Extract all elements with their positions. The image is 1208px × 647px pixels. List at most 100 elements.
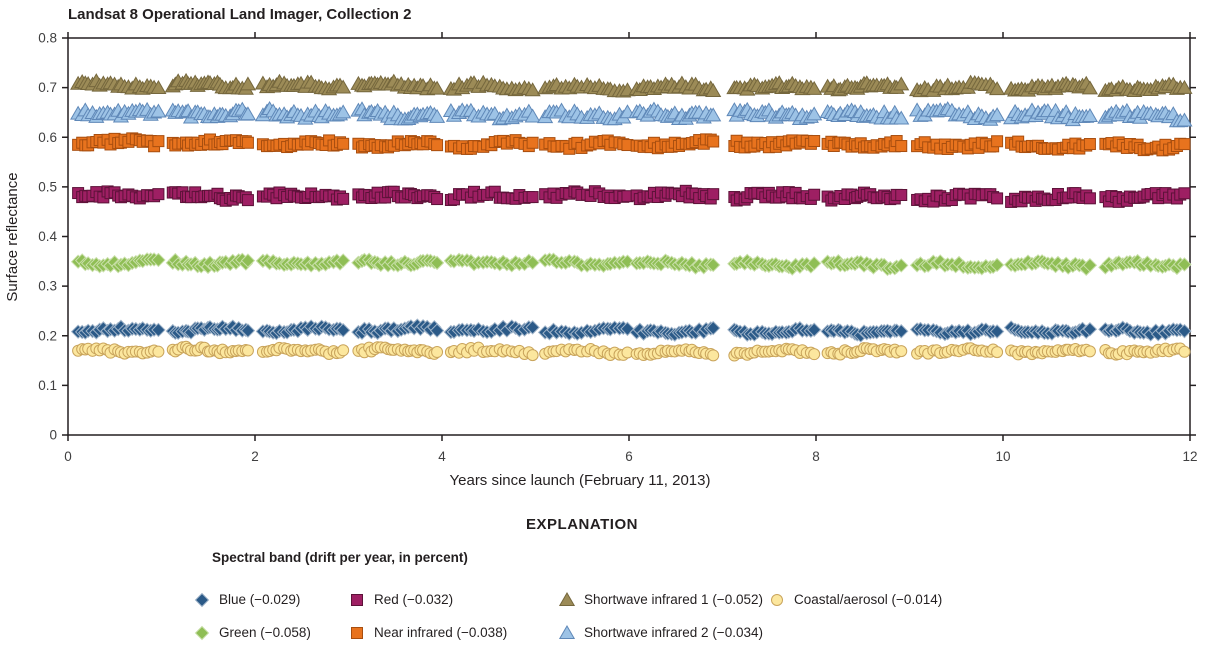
marker [806,256,822,271]
legend-label: Green (−0.058) [219,625,311,640]
marker [1177,323,1192,339]
marker [1082,258,1098,273]
x-tick-label: 6 [625,449,633,464]
x-tick-label: 10 [995,449,1010,464]
marker [894,324,909,339]
series-green [70,252,1192,277]
marker [1083,192,1096,205]
marker [241,194,254,207]
marker [1083,345,1096,358]
marker [151,252,166,268]
marker [351,626,363,639]
y-tick-label: 0.7 [38,80,57,95]
x-tick-label: 4 [438,449,446,464]
marker [707,349,720,362]
marker [335,104,352,119]
marker [337,137,350,150]
square-icon [351,626,363,639]
x-tick-label: 2 [251,449,259,464]
series-swir2 [70,100,1193,128]
marker [335,253,351,268]
marker [150,79,167,94]
explanation-heading: EXPLANATION [526,516,638,533]
marker [525,255,540,270]
x-tick-label: 8 [812,449,820,464]
marker [526,136,539,149]
marker [337,192,350,205]
marker [806,80,823,95]
marker [991,135,1004,148]
marker [524,82,541,97]
x-tick-label: 0 [64,449,72,464]
marker [806,106,823,121]
x-axis-label: Years since launch (February 11, 2013) [450,472,711,489]
marker [1081,80,1098,95]
diamond-icon [194,625,210,640]
diamond-icon [194,592,210,607]
legend-item: Coastal/aerosol (−0.014) [768,583,942,616]
marker [707,188,720,201]
legend-item: Near infrared (−0.038) [348,616,558,647]
legend-label: Shortwave infrared 1 (−0.052) [584,592,763,607]
marker [989,324,1005,339]
marker [335,323,351,338]
legend-item: Red (−0.032) [348,583,558,616]
marker [893,110,910,125]
marker [152,188,165,201]
marker [335,79,352,94]
marker [152,345,165,358]
marker [895,189,908,202]
y-tick-label: 0.1 [38,378,57,393]
y-tick-label: 0.5 [38,179,57,194]
marker [1178,345,1191,358]
marker [525,320,540,335]
legend-label: Blue (−0.029) [219,592,301,607]
marker [194,625,210,640]
marker [806,322,822,337]
chart-title: Landsat 8 Operational Land Imager, Colle… [68,6,412,23]
series-blue [70,318,1192,343]
circle-icon [771,593,783,606]
marker [558,624,576,639]
marker [1176,112,1193,127]
marker [989,107,1006,122]
series-nir [72,132,1191,157]
series-red [72,184,1191,208]
marker [1083,138,1096,151]
marker [1177,257,1192,272]
marker [429,108,446,123]
legend-label: Red (−0.032) [374,592,454,607]
legend-item: Green (−0.058) [193,616,348,647]
marker [150,103,167,118]
marker [808,135,821,148]
legend-label: Near infrared (−0.038) [374,625,508,640]
marker [1082,322,1098,337]
scatter-plot: 0 2 4 6 8 10 12 0 0.1 0.2 0.3 0.4 0.5 0.6 0.7 0.8 Years … [4,31,1198,490]
legend-item: Shortwave infrared 1 (−0.052) [558,583,768,616]
x-tick-label: 12 [1182,449,1197,464]
marker [151,322,166,338]
legend-subtitle: Spectral band (drift per year, in percen… [212,550,468,565]
marker [241,344,254,357]
marker [705,320,721,336]
marker [240,253,256,268]
legend-column: Blue (−0.029) Green (−0.058) [193,583,348,647]
triangle-icon [558,624,576,639]
marker [991,346,1004,359]
legend-column: Coastal/aerosol (−0.014) [768,583,942,616]
marker [894,258,909,273]
marker [808,188,821,201]
marker [194,592,210,607]
marker [431,139,444,152]
marker [351,593,363,606]
marker [989,257,1005,273]
marker [337,344,350,357]
series-coastal [72,340,1191,362]
y-tick-label: 0.8 [38,31,57,46]
triangle-icon [558,591,576,606]
y-tick-label: 0.6 [38,130,57,145]
marker [526,349,539,362]
plot-box [67,37,1191,436]
marker [705,82,722,97]
